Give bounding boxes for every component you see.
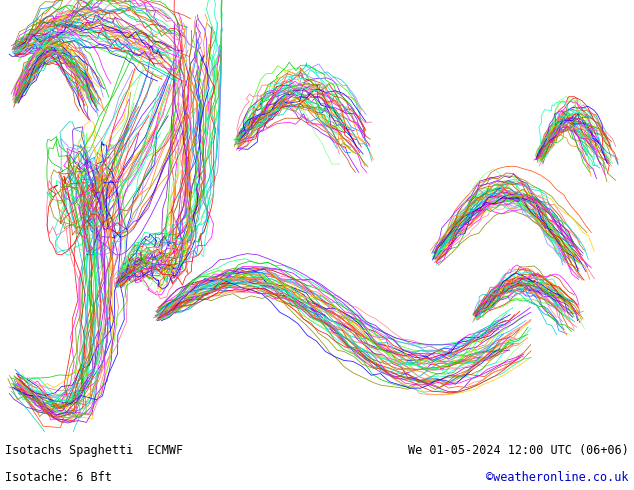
Text: We 01-05-2024 12:00 UTC (06+06): We 01-05-2024 12:00 UTC (06+06) [408,444,629,457]
Text: Isotachs Spaghetti  ECMWF: Isotachs Spaghetti ECMWF [5,444,183,457]
Text: Isotache: 6 Bft: Isotache: 6 Bft [5,471,112,484]
Text: ©weatheronline.co.uk: ©weatheronline.co.uk [486,471,629,484]
